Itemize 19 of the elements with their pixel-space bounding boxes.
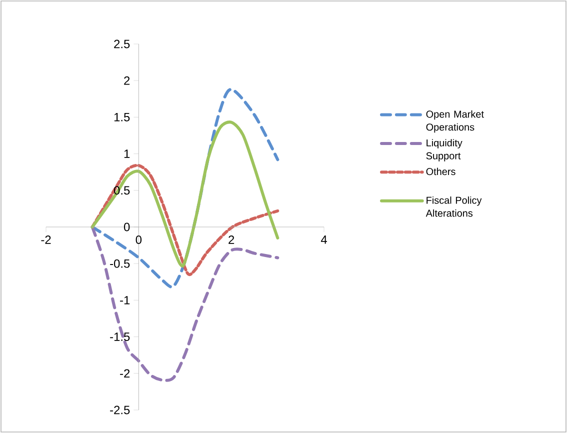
y-tick-label: 1.5 [114, 113, 130, 122]
legend-label: Open Market Operations [426, 110, 484, 133]
legend-label: Others [426, 168, 456, 176]
y-tick-label: -1.5 [110, 332, 130, 341]
y-tick-label: 1 [124, 150, 130, 158]
y-tick-label: -1 [120, 296, 130, 304]
legend-label: Liquidity Support [426, 139, 462, 162]
y-tick-label: 2 [124, 76, 130, 85]
y-tick-label: 2.5 [114, 40, 130, 48]
x-tick-label: 0 [136, 236, 142, 244]
x-tick-label: 4 [320, 236, 327, 244]
x-tick-label: -2 [41, 236, 51, 244]
line-series [90, 164, 280, 276]
y-tick-label: -0.5 [110, 259, 130, 268]
legend-label: Fiscal Policy Alterations [426, 196, 482, 217]
y-tick-label: 0 [124, 222, 130, 232]
x-tick-label: 2 [228, 236, 234, 244]
y-tick-label: -2.5 [110, 406, 130, 414]
y-tick-label: -2 [120, 369, 130, 378]
